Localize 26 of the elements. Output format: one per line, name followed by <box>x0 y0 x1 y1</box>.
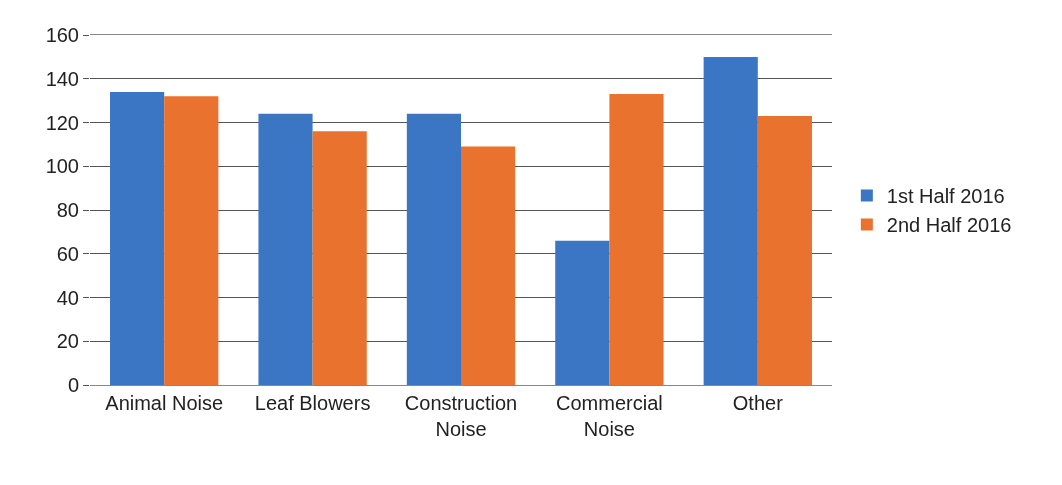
bar <box>757 115 812 385</box>
y-tick-label: 100 <box>45 155 79 178</box>
legend-label: 1st Half 2016 <box>886 185 1005 208</box>
y-tick-label: 140 <box>45 67 79 90</box>
bar <box>555 240 610 385</box>
y-tick-label: 80 <box>56 199 79 221</box>
bar <box>312 131 367 385</box>
y-tick-label: 160 <box>45 24 79 46</box>
y-tick-label: 20 <box>56 330 79 353</box>
x-tick-label: Animal Noise <box>105 392 224 414</box>
bar <box>609 94 664 385</box>
x-tick-label: Other <box>732 392 784 414</box>
y-tick-label: 40 <box>56 286 79 309</box>
bar <box>110 91 165 385</box>
y-tick-label: 120 <box>45 111 79 134</box>
legend-label: 2nd Half 2016 <box>886 214 1012 237</box>
bar <box>703 56 758 385</box>
x-tick-label: Construction Noise <box>404 392 518 440</box>
bar <box>164 96 219 385</box>
x-tick-label: Commercial Noise <box>556 392 663 440</box>
x-tick-label: Leaf Blowers <box>254 392 371 414</box>
bar <box>406 113 461 385</box>
bar <box>258 113 313 385</box>
y-tick-label: 0 <box>67 374 79 396</box>
y-tick-label: 60 <box>56 242 79 265</box>
bar <box>461 146 516 385</box>
